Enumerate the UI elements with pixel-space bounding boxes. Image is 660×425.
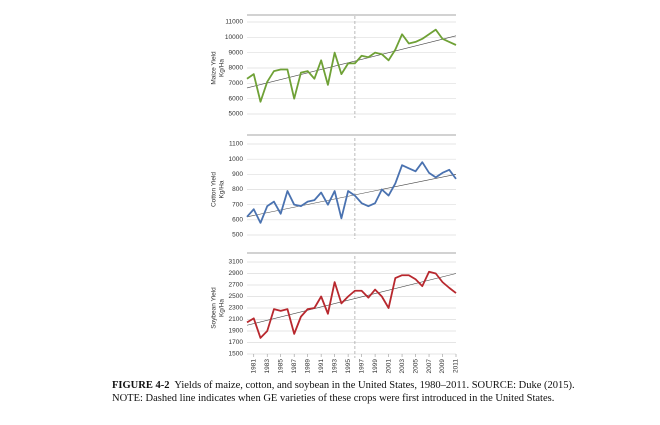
x-tick-label: 1999 [372, 359, 379, 374]
y-tick-label: 7000 [229, 80, 244, 87]
x-tick-label: 1981 [250, 359, 257, 374]
x-tick-label: 1991 [318, 359, 325, 374]
y-tick-label: 1000 [229, 156, 244, 163]
y-tick-label: 600 [232, 217, 243, 224]
y-tick-label: 2900 [229, 270, 244, 277]
x-tick-label: 1993 [331, 359, 338, 374]
y-tick-label: 2300 [229, 305, 244, 312]
y-axis-title: Cotton Yield [211, 172, 218, 207]
figure-label: FIGURE 4-2 [112, 380, 170, 391]
x-tick-label: 2001 [385, 359, 392, 374]
y-tick-label: 700 [232, 201, 243, 208]
trend-line [246, 273, 457, 326]
y-axis-title: Soybean Yield [211, 287, 218, 329]
y-tick-label: 6000 [229, 95, 244, 102]
y-axis-title: Maize Yield [211, 51, 218, 85]
y-tick-label: 1100 [229, 141, 243, 148]
y-tick-label: 1500 [229, 351, 244, 358]
x-tick-label: 2003 [399, 359, 406, 374]
x-tick-label: 1997 [358, 359, 365, 374]
x-tick-label: 1985 [277, 359, 284, 374]
y-axis-title: Kg/Ha [219, 299, 226, 317]
x-tick-label: 2007 [426, 359, 433, 374]
x-tick-label: 2009 [439, 359, 446, 374]
x-tick-label: 2011 [453, 359, 460, 373]
caption-note: NOTE: Dashed line indicates when GE vari… [112, 393, 555, 404]
y-tick-label: 1700 [229, 339, 244, 346]
x-tick-label: 1995 [345, 359, 352, 374]
caption: FIGURE 4-2 Yields of maize, cotton, and … [112, 379, 652, 405]
data-line [246, 28, 457, 103]
x-tick-label: 1989 [304, 359, 311, 374]
x-tick-label: 1987 [291, 359, 298, 374]
y-tick-label: 500 [232, 232, 243, 239]
trend-line [246, 35, 457, 89]
y-tick-label: 2500 [229, 293, 244, 300]
y-tick-label: 800 [232, 186, 243, 193]
y-tick-label: 2100 [229, 316, 244, 323]
caption-text: Yields of maize, cotton, and soybean in … [174, 380, 575, 391]
x-tick-label: 2005 [412, 359, 419, 374]
y-tick-label: 9000 [229, 49, 244, 56]
data-line [246, 161, 457, 224]
y-tick-label: 11000 [225, 19, 243, 26]
y-tick-label: 10000 [225, 34, 243, 41]
y-tick-label: 900 [232, 171, 243, 178]
y-tick-label: 3100 [229, 259, 244, 266]
y-tick-label: 5000 [229, 111, 244, 118]
x-tick-label: 1983 [264, 359, 271, 374]
data-line [246, 270, 457, 339]
y-tick-label: 8000 [229, 65, 244, 72]
y-axis-title: Kg/Ha [219, 59, 226, 77]
y-axis-title: Kg/Ha [219, 180, 226, 198]
y-tick-label: 2700 [229, 282, 244, 289]
y-tick-label: 1900 [229, 328, 244, 335]
